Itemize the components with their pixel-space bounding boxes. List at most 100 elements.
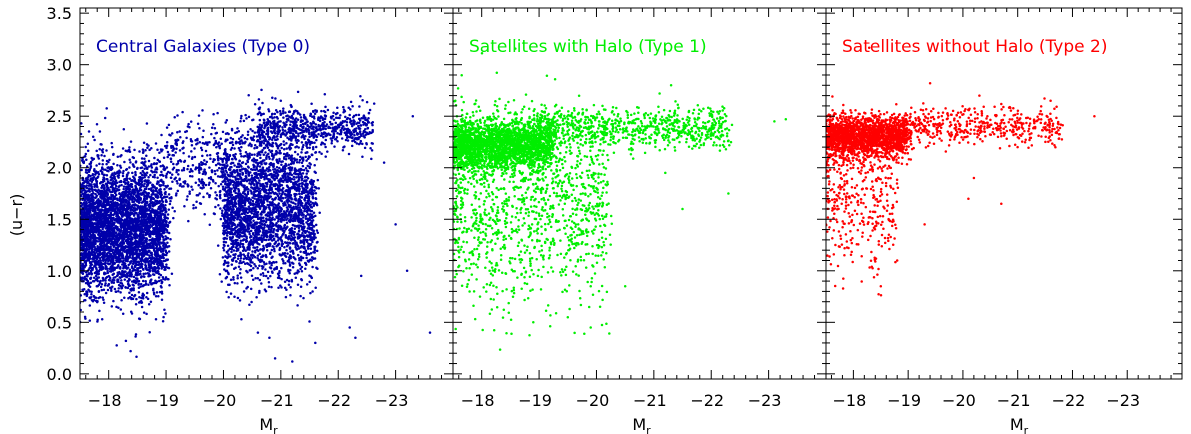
data-point [154,318,158,321]
data-point [107,278,111,282]
data-point [121,147,125,150]
data-point [159,207,163,210]
data-point [110,289,113,292]
data-point [94,278,98,281]
data-point [84,261,88,264]
data-point [135,208,139,211]
data-point [109,256,112,259]
data-point [148,238,152,242]
data-point [159,279,163,282]
data-point [128,146,131,149]
data-point [165,251,169,255]
data-point [145,122,149,125]
data-point [110,145,114,149]
data-point [106,180,110,183]
data-point [84,270,88,274]
data-point [114,189,118,193]
data-point [80,159,84,162]
data-point [143,197,146,200]
data-point [315,229,319,232]
data-point [151,175,155,179]
data-point [146,297,150,301]
data-point [127,245,130,249]
data-point [111,262,114,265]
data-point [110,167,113,171]
data-point [122,259,125,262]
data-point [107,230,111,233]
data-point [165,263,168,266]
data-point [93,185,96,189]
data-point [155,171,158,174]
data-point [143,176,146,179]
data-point [86,228,89,231]
data-point [100,143,103,146]
data-point [300,269,304,273]
data-point [236,282,239,285]
data-point [155,245,159,248]
data-point [154,294,158,298]
data-point [112,179,115,183]
data-point [107,207,111,211]
data-point [154,231,158,234]
data-point [120,183,123,187]
data-point [165,172,169,175]
data-point [251,256,254,259]
data-point [298,161,301,164]
data-point [100,318,104,321]
data-point [117,207,120,211]
data-point [129,310,133,313]
data-point [264,268,267,271]
data-point [123,204,127,207]
data-point [112,281,116,285]
data-point [105,149,108,152]
data-point [163,187,166,191]
data-point [249,229,253,233]
data-point [139,176,142,180]
data-point [147,187,151,191]
data-point [160,292,164,295]
data-point [123,274,126,277]
data-point [86,252,89,255]
data-point [126,215,129,219]
data-point [124,187,128,190]
data-point [154,243,157,246]
data-point [140,216,143,220]
data-point [158,234,162,237]
data-point [164,235,167,238]
data-point [80,235,84,239]
data-point [126,149,129,153]
data-point [96,320,99,323]
data-point [89,165,93,168]
data-point [90,292,93,296]
data-point [147,144,150,147]
data-point [139,282,143,286]
data-point [162,277,165,281]
data-point [130,219,133,223]
data-point [97,283,101,286]
data-point [282,107,285,110]
data-point [144,280,147,283]
data-point [170,272,174,276]
data-point [149,173,152,177]
data-point [83,180,86,184]
data-point [157,267,161,270]
data-point [130,179,134,182]
data-point [133,295,136,298]
data-point [103,251,106,254]
data-point [150,166,154,169]
data-point [113,266,116,269]
data-point [162,231,165,235]
data-point [92,191,95,195]
data-point [100,186,103,190]
data-point [129,271,132,275]
data-point [143,161,146,165]
data-point [130,293,134,297]
data-point [101,172,104,175]
data-point [139,188,143,192]
data-point [88,182,91,185]
data-point [157,294,160,298]
data-point [98,253,102,257]
data-point [137,283,140,286]
data-point [108,222,112,225]
data-point [139,230,143,234]
